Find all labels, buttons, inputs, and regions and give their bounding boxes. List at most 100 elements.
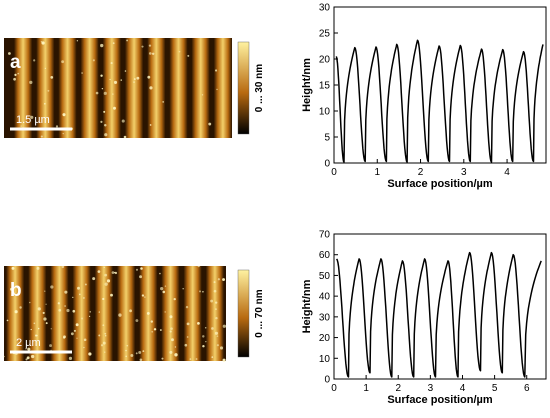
afm-particle-b <box>51 328 52 329</box>
afm-particle-a <box>13 78 16 81</box>
afm-particle-b <box>107 279 110 282</box>
afm-particle-b <box>84 338 87 341</box>
afm-particle-b <box>81 318 83 320</box>
afm-particle-b <box>129 309 132 312</box>
afm-ridge-a <box>214 38 232 138</box>
afm-particle-a <box>125 70 127 72</box>
afm-particle-a <box>152 53 154 55</box>
afm-particle-b <box>12 267 15 270</box>
afm-particle-a <box>63 133 64 134</box>
x-tick-label-a: 4 <box>504 167 510 178</box>
afm-particle-a <box>77 40 78 41</box>
afm-particle-a <box>45 68 46 69</box>
afm-particle-b <box>72 310 75 313</box>
afm-particle-a <box>44 103 46 105</box>
afm-particle-b <box>71 332 74 335</box>
afm-particle-b <box>114 272 115 273</box>
afm-particle-a <box>126 39 128 41</box>
afm-particle-a <box>104 133 107 136</box>
afm-particle-b <box>19 306 21 308</box>
afm-particle-b <box>125 350 126 351</box>
afm-particle-a <box>136 77 139 80</box>
afm-particle-b <box>170 315 173 318</box>
afm-particle-b <box>165 286 166 287</box>
afm-particle-b <box>50 285 53 288</box>
afm-particle-b <box>76 338 77 339</box>
afm-particle-b <box>3 356 4 357</box>
afm-particle-a <box>149 52 152 55</box>
afm-particle-a <box>93 59 95 61</box>
afm-particle-b <box>217 344 219 346</box>
afm-particle-b <box>215 332 218 335</box>
x-tick-label-a: 0 <box>331 167 337 178</box>
afm-particle-b <box>130 354 133 357</box>
scale-bar-label-b: 2 µm <box>16 337 41 349</box>
afm-particle-b <box>38 328 40 330</box>
afm-particle-a <box>102 88 103 89</box>
afm-particle-b <box>31 329 32 330</box>
afm-particle-a <box>62 113 65 116</box>
afm-particle-b <box>139 275 142 278</box>
afm-particle-b <box>138 351 141 354</box>
afm-particle-b <box>58 302 60 304</box>
afm-particle-a <box>162 101 164 103</box>
afm-particle-b <box>214 281 216 283</box>
afm-particle-a <box>133 81 134 82</box>
afm-particle-b <box>46 322 48 324</box>
afm-particle-b <box>160 287 163 290</box>
color-bar-b <box>238 270 249 357</box>
afm-particle-b <box>112 271 115 274</box>
afm-particle-b <box>64 305 65 306</box>
afm-particle-b <box>211 327 214 330</box>
afm-ridge-b <box>184 266 202 361</box>
afm-particle-b <box>223 325 226 328</box>
afm-particle-a <box>114 81 117 84</box>
y-tick-label-a: 20 <box>319 55 331 66</box>
afm-particle-b <box>103 342 106 345</box>
afm-particle-b <box>136 269 138 271</box>
afm-particle-a <box>187 55 189 57</box>
afm-particle-b <box>88 352 91 355</box>
afm-particle-b <box>89 311 90 312</box>
afm-particle-b <box>29 302 31 304</box>
afm-particle-b <box>72 297 73 298</box>
afm-particle-a <box>81 72 82 73</box>
afm-particle-b <box>196 358 198 360</box>
x-axis-label-b: Surface position/µm <box>387 394 493 406</box>
afm-particle-b <box>142 294 144 296</box>
afm-particle-b <box>197 322 200 325</box>
afm-particle-b <box>223 359 226 362</box>
x-tick-label-a: 1 <box>374 167 380 178</box>
afm-particle-b <box>186 306 188 308</box>
y-tick-label-b: 60 <box>319 250 331 261</box>
afm-particle-b <box>15 310 18 313</box>
afm-particle-b <box>125 356 126 357</box>
afm-particle-b <box>64 291 67 294</box>
afm-particle-b <box>34 322 36 324</box>
afm-particle-b <box>222 278 225 281</box>
y-tick-label-a: 5 <box>324 133 330 144</box>
afm-particle-b <box>202 291 204 293</box>
afm-particle-a <box>61 60 64 63</box>
afm-particle-a <box>111 62 113 64</box>
afm-particle-b <box>92 277 95 280</box>
afm-particle-b <box>151 320 153 322</box>
afm-particle-b <box>104 267 105 268</box>
afm-particle-b <box>159 273 161 275</box>
x-axis-label-a: Surface position/µm <box>387 178 493 190</box>
afm-particle-b <box>187 322 190 325</box>
afm-particle-b <box>135 319 138 322</box>
afm-particle-b <box>147 312 150 315</box>
scale-bar-label-a: 1.5 µm <box>16 114 50 126</box>
afm-particle-b <box>76 323 79 326</box>
x-tick-label-a: 2 <box>418 167 424 178</box>
afm-particle-b <box>74 330 76 332</box>
afm-image-a: a1.5 µm0 ... 30 nm <box>0 38 270 138</box>
y-tick-label-b: 30 <box>319 312 331 323</box>
afm-particle-b <box>85 283 87 285</box>
afm-particle-a <box>47 90 49 92</box>
afm-particle-b <box>210 300 213 303</box>
y-tick-label-b: 0 <box>324 375 330 386</box>
